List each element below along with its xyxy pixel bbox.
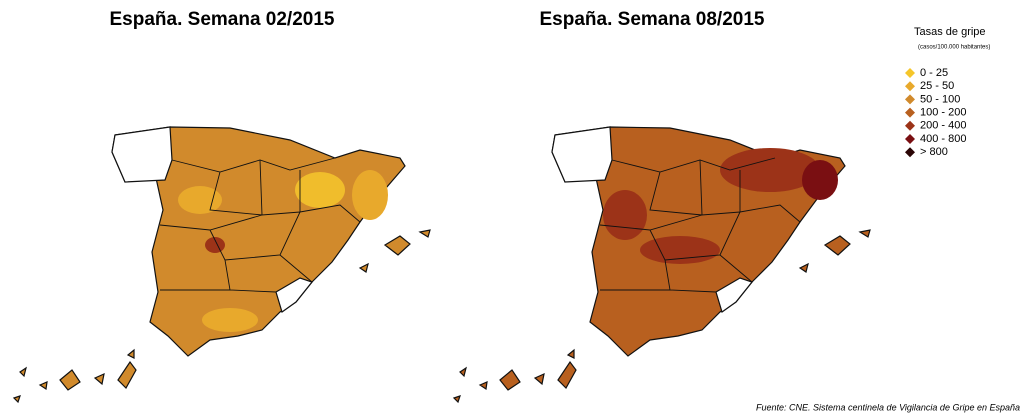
- region-blob: [352, 170, 388, 220]
- no-data-region: [551, 126, 613, 183]
- region-blob: [295, 172, 345, 208]
- legend-swatch: [905, 68, 915, 78]
- no-data-region: [111, 126, 173, 183]
- legend-swatch: [905, 94, 915, 105]
- legend-swatch: [905, 147, 915, 158]
- legend-swatch: [905, 81, 915, 92]
- legend-title: Tasas de gripe: [914, 26, 986, 38]
- legend-subtitle: (casos/100.000 habitantes): [918, 45, 990, 51]
- map-1: España. Semana 02/2015: [13, 9, 431, 403]
- region-blob: [603, 190, 647, 240]
- legend-label: 200 - 400: [920, 120, 966, 132]
- region-blob: [202, 308, 258, 332]
- legend: Tasas de gripe (casos/100.000 habitantes…: [905, 26, 990, 158]
- legend-swatch: [905, 107, 915, 118]
- map-title: España. Semana 02/2015: [110, 9, 335, 30]
- legend-label: 0 - 25: [920, 67, 948, 79]
- legend-label: 50 - 100: [920, 93, 960, 105]
- region-blob: [640, 236, 720, 264]
- legend-swatch: [905, 120, 915, 131]
- map-2: España. Semana 08/2015: [453, 9, 871, 403]
- region-blob: [802, 160, 838, 200]
- legend-label: 25 - 50: [920, 80, 954, 92]
- region-blob: [720, 148, 820, 192]
- legend-label: 400 - 800: [920, 133, 966, 145]
- map-title: España. Semana 08/2015: [540, 9, 765, 30]
- legend-label: 100 - 200: [920, 107, 966, 119]
- legend-label: > 800: [920, 146, 948, 158]
- source-note: Fuente: CNE. Sistema centinela de Vigila…: [756, 402, 1020, 412]
- legend-swatch: [905, 134, 915, 144]
